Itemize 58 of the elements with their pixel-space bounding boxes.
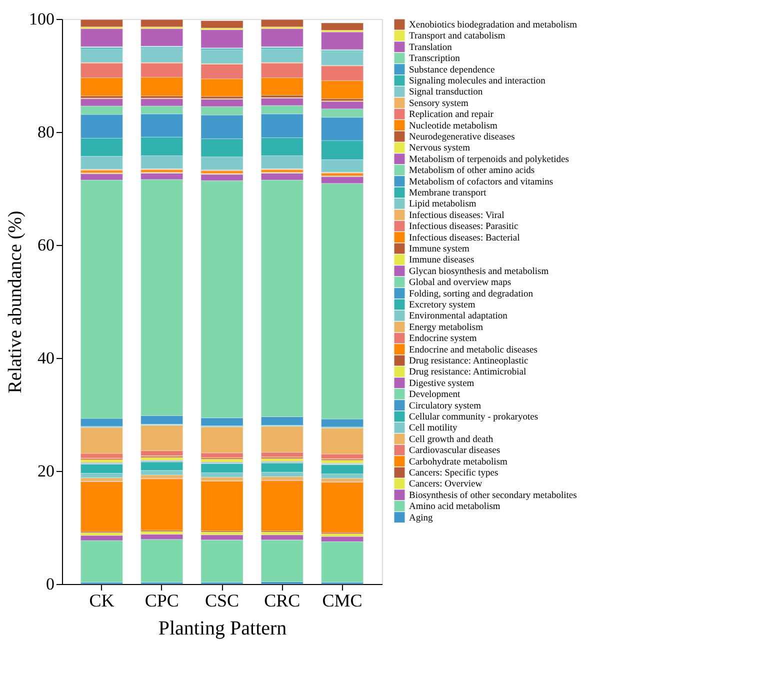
- legend-label: Signal transduction: [409, 88, 483, 98]
- legend-label: Endocrine and metabolic diseases: [409, 345, 538, 356]
- y-tick-label: 80: [38, 122, 54, 142]
- legend-label: Sensory system: [409, 98, 469, 109]
- legend-label: Folding, sorting and degradation: [409, 289, 534, 300]
- x-tick-label: CMC: [322, 590, 362, 610]
- legend-label: Development: [409, 390, 461, 400]
- x-tick-label: CSC: [204, 590, 240, 610]
- legend-label: Aging: [409, 513, 433, 524]
- x-tick-label: CK: [89, 590, 114, 610]
- legend-label: Nervous system: [409, 144, 471, 154]
- legend-label: Substance dependence: [409, 65, 495, 76]
- y-axis-title: Relative abundance (%): [5, 210, 26, 394]
- legend-label: Metabolism of cofactors and vitamins: [409, 177, 554, 188]
- legend-label: Endocrine system: [409, 334, 478, 344]
- legend-label: Infectious diseases: Parasitic: [409, 222, 518, 232]
- x-tick-label: CPC: [144, 590, 179, 610]
- legend-label: Biosynthesis of other secondary metabolites: [409, 490, 578, 501]
- legend-label: Transport and catabolism: [409, 32, 506, 42]
- y-tick-label: 40: [38, 348, 54, 368]
- legend-label: Immune diseases: [409, 256, 474, 266]
- legend-label: Glycan biosynthesis and metabolism: [409, 266, 550, 277]
- legend-label: Amino acid metabolism: [409, 502, 501, 512]
- legend-label: Metabolism of other amino acids: [409, 166, 535, 176]
- legend-label: Cell growth and death: [409, 434, 494, 445]
- legend-label: Cancers: Overview: [409, 480, 482, 490]
- legend-label: Energy metabolism: [409, 322, 484, 333]
- legend-label: Neurodegenerative diseases: [409, 132, 516, 142]
- legend-label: Cardiovascular diseases: [409, 446, 500, 456]
- legend-label: Membrane transport: [409, 188, 487, 198]
- x-axis-title: Planting Pattern: [158, 618, 287, 640]
- legend-label: Nucleotide metabolism: [409, 121, 498, 132]
- legend-label: Replication and repair: [409, 110, 494, 120]
- legend-label: Signaling molecules and interaction: [409, 76, 546, 86]
- legend-label: Infectious diseases: Bacterial: [409, 233, 520, 244]
- legend-label: Drug resistance: Antimicrobial: [409, 368, 526, 378]
- legend-label: Cancers: Specific types: [409, 468, 498, 478]
- legend-label: Metabolism of terpenoids and polyketides: [409, 154, 570, 165]
- legend-label: Environmental adaptation: [409, 312, 508, 322]
- legend-label: Cellular community - prokaryotes: [409, 412, 538, 422]
- legend-label: Digestive system: [409, 378, 475, 389]
- legend-label: Global and overview maps: [409, 278, 512, 288]
- legend-label: Cell motility: [409, 424, 458, 434]
- legend-label: Lipid metabolism: [409, 200, 477, 210]
- legend-label: Xenobiotics biodegradation and metabolism: [409, 20, 578, 30]
- y-tick-label: 0: [46, 574, 54, 594]
- legend-label: Transcription: [409, 54, 460, 64]
- legend-label: Circulatory system: [409, 401, 482, 412]
- legend-label: Drug resistance: Antineoplastic: [409, 356, 528, 366]
- legend-label: Immune system: [409, 244, 470, 254]
- y-tick-label: 20: [38, 462, 54, 480]
- y-tick-label: 100: [29, 10, 54, 28]
- legend-label: Carbohydrate metabolism: [409, 457, 508, 468]
- legend-label: Infectious diseases: Viral: [409, 210, 505, 221]
- legend-label: Translation: [409, 42, 452, 53]
- x-tick-label: CRC: [264, 590, 300, 610]
- y-tick-label: 60: [38, 236, 54, 254]
- legend-label: Excretory system: [409, 300, 476, 310]
